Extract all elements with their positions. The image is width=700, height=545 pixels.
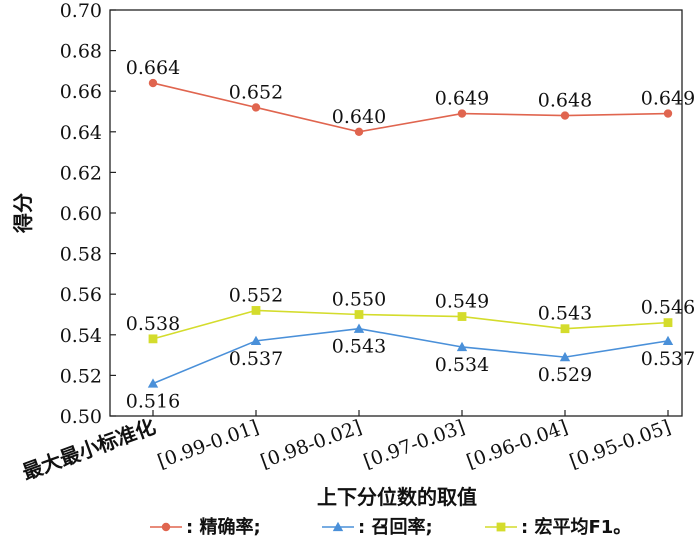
- y-tick-label: 0.60: [60, 203, 102, 225]
- data-labels: 0.664 0.652 0.640 0.649 0.648 0.649 0.516 0.537…: [126, 57, 695, 412]
- y-tick-label: 0.50: [60, 406, 102, 428]
- series-line: [152, 82, 669, 133]
- data-label: 0.529: [538, 364, 592, 386]
- series-line: [152, 309, 669, 340]
- data-label: 0.538: [126, 313, 180, 335]
- data-point-marker: [662, 335, 674, 346]
- x-tick-label: [0.98-0.02]: [258, 416, 365, 473]
- legend-label: : 召回率;: [358, 516, 433, 538]
- legend-label: : 精确率;: [186, 516, 261, 538]
- legend-item: : 召回率;: [322, 516, 433, 538]
- data-point-marker: [148, 78, 158, 88]
- data-point-marker: [148, 334, 158, 344]
- data-point-marker: [251, 103, 261, 112]
- data-label: 0.640: [332, 106, 386, 128]
- data-point-marker: [663, 318, 673, 328]
- y-tick-label: 0.68: [60, 41, 102, 63]
- data-point-marker: [560, 324, 570, 334]
- data-label: 0.546: [641, 297, 695, 319]
- y-tick-label: 0.52: [60, 365, 102, 387]
- data-label: 0.516: [126, 391, 180, 413]
- data-label: 0.550: [332, 289, 386, 311]
- series-square: [148, 306, 673, 344]
- data-point-marker: [560, 111, 570, 120]
- y-tick-label: 0.66: [60, 81, 102, 103]
- series-line: [152, 327, 669, 385]
- x-tick-label: [0.95-0.05]: [567, 416, 674, 473]
- data-point-marker: [250, 335, 262, 346]
- y-tick-label: 0.64: [60, 122, 102, 144]
- data-label: 0.648: [538, 90, 592, 112]
- data-label: 0.652: [229, 81, 283, 103]
- data-label: 0.543: [538, 303, 592, 325]
- x-tick-label: [0.96-0.04]: [464, 416, 571, 473]
- legend-item: : 宏平均F1。: [485, 516, 631, 538]
- data-point-marker: [354, 127, 364, 136]
- data-point-marker: [456, 341, 468, 352]
- data-label: 0.664: [126, 57, 180, 79]
- y-tick-label: 0.58: [60, 244, 102, 266]
- y-axis: 0.50 0.52 0.54 0.56 0.58 0.60 0.62 0.64 0.66 0.68…: [60, 0, 116, 428]
- y-tick-label: 0.62: [60, 162, 102, 184]
- x-axis-title: 上下分位数的取值: [317, 485, 477, 509]
- data-point-marker: [559, 351, 571, 362]
- data-point-marker: [354, 310, 364, 319]
- series-layer: [147, 78, 674, 388]
- data-label: 0.552: [229, 284, 283, 306]
- data-label: 0.537: [229, 348, 283, 370]
- data-label: 0.649: [641, 88, 695, 110]
- data-label: 0.549: [435, 291, 489, 313]
- y-axis-title: 得分: [11, 193, 35, 234]
- data-point-marker: [353, 323, 365, 333]
- data-label: 0.537: [641, 348, 695, 370]
- series-triangle: [147, 323, 674, 388]
- legend-marker: [332, 521, 344, 532]
- data-label: 0.543: [332, 336, 386, 358]
- series-circle: [148, 78, 673, 136]
- data-label: 0.649: [435, 88, 489, 110]
- data-point-marker: [147, 378, 159, 388]
- x-axis: 最大最小标准化[0.99-0.01][0.98-0.02][0.97-0.03]…: [19, 410, 674, 485]
- x-tick-label: [0.97-0.03]: [361, 416, 468, 473]
- plot-frame: [109, 9, 683, 417]
- y-tick-label: 0.56: [60, 284, 102, 306]
- data-point-marker: [457, 312, 467, 321]
- legend: : 精确率; : 召回率; : 宏平均F1。: [150, 516, 631, 538]
- data-point-marker: [457, 109, 467, 118]
- legend-item: : 精确率;: [150, 516, 261, 538]
- legend-marker: [496, 522, 506, 532]
- data-point-marker: [663, 109, 673, 118]
- y-tick-label: 0.70: [60, 0, 102, 22]
- x-tick-label: [0.99-0.01]: [155, 416, 262, 473]
- data-point-marker: [251, 306, 261, 315]
- data-label: 0.534: [435, 354, 489, 376]
- legend-label: : 宏平均F1。: [521, 516, 631, 538]
- y-tick-label: 0.54: [60, 325, 102, 347]
- legend-marker: [161, 522, 171, 532]
